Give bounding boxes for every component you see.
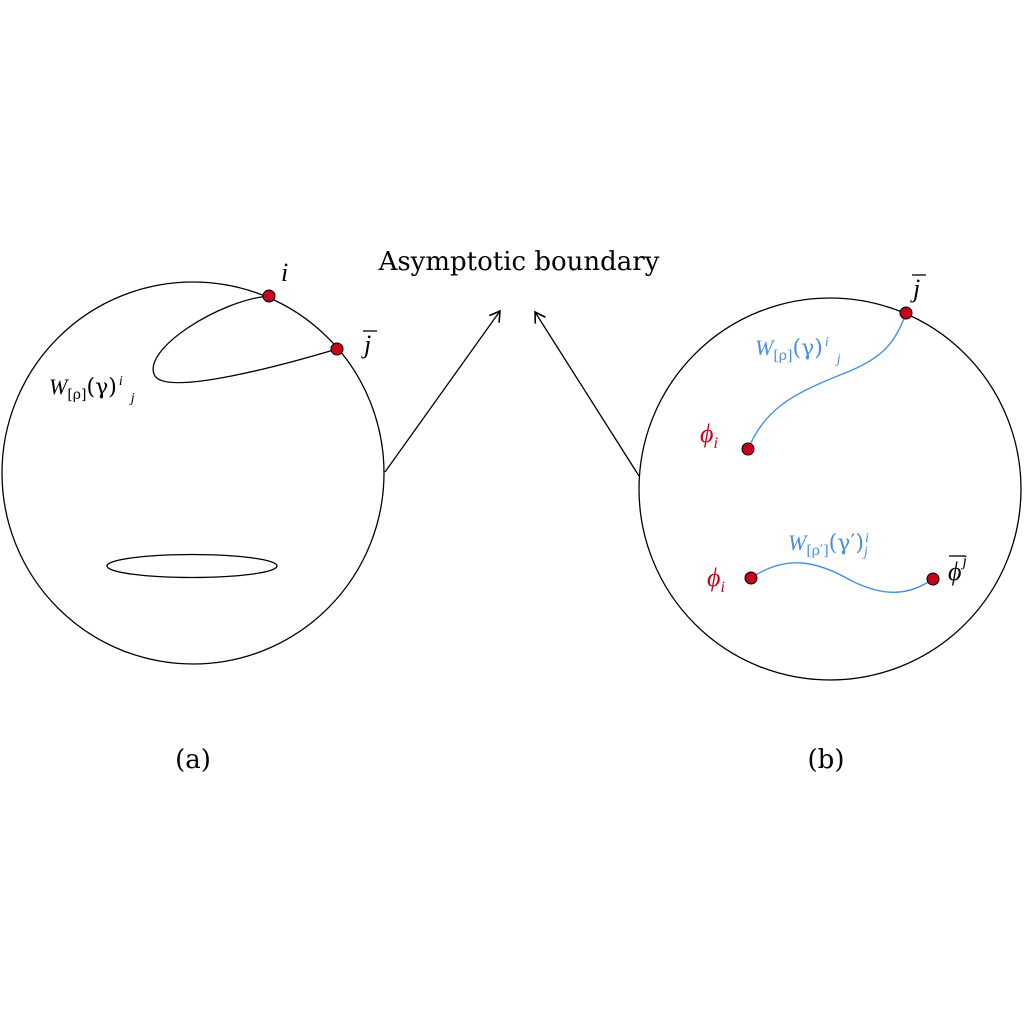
diagram-title: Asymptotic boundary xyxy=(378,247,660,277)
panel-b-point-phibar xyxy=(926,572,940,586)
panel-b-wilson-label-upper: W[ρ](γ) ij xyxy=(755,335,841,367)
panel-b-wilson-line-lower xyxy=(750,562,934,593)
panel-a-label-i: i xyxy=(281,258,288,287)
panel-b-label-jbar: j xyxy=(910,274,920,303)
panel-b-point-jbar xyxy=(899,306,913,320)
panel-b-point-phi-lower xyxy=(744,571,758,585)
panel-a-point-i xyxy=(262,289,276,303)
panel-a: i j W[ρ](γ) ij (a) xyxy=(1,258,385,775)
panel-b-sphere xyxy=(638,297,1022,681)
arrow-from-panel-b xyxy=(534,310,640,477)
panel-b-wilson-label-lower: W[ρ′](γ′)i j xyxy=(788,530,869,560)
panel-b-caption: (b) xyxy=(808,745,845,775)
panel-a-wilson-loop xyxy=(106,553,278,579)
panel-b-point-phi-upper xyxy=(741,442,755,456)
panel-b-wilson-line-upper xyxy=(747,312,907,450)
panel-b-label-phibar: ϕj xyxy=(948,553,967,586)
panel-a-wilson-label: W[ρ](γ) ij xyxy=(49,374,135,406)
panel-b: j ϕi ϕi ϕj W[ρ](γ) ij W[ρ′](γ′)i j (b) xyxy=(638,274,1022,775)
panel-a-wilson-line xyxy=(152,295,338,384)
arrow-from-panel-a xyxy=(384,309,501,473)
panel-a-point-jbar xyxy=(330,342,344,356)
panel-a-caption: (a) xyxy=(175,745,211,775)
panel-b-label-phi-lower: ϕi xyxy=(707,563,725,596)
panel-a-label-jbar: j xyxy=(361,330,371,359)
panel-a-sphere xyxy=(1,281,385,665)
panel-b-label-phi-upper: ϕi xyxy=(700,419,718,452)
